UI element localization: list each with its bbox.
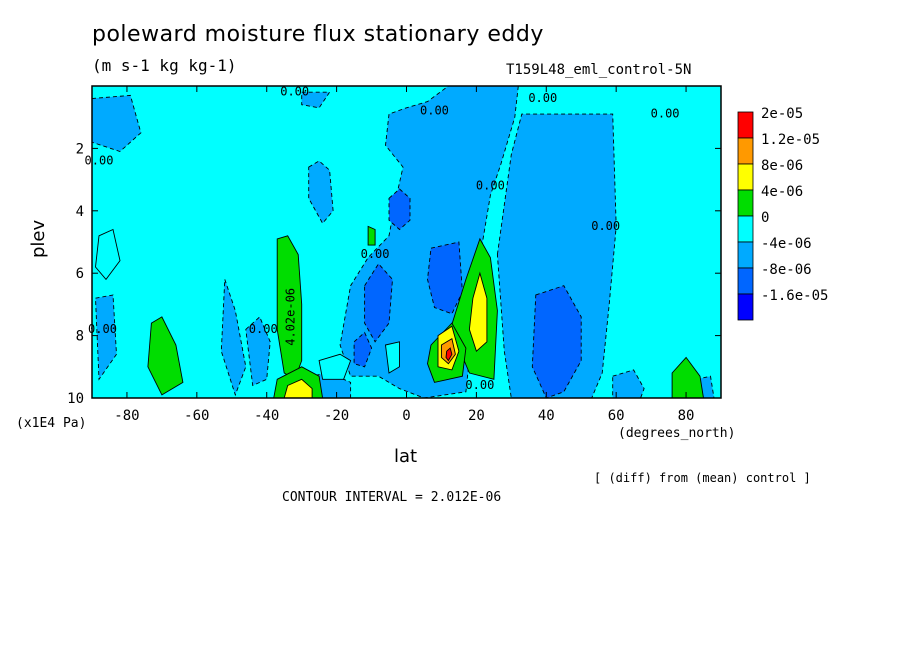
x-tick-label: 20 [468, 408, 485, 424]
contour-region [283, 378, 313, 399]
colorbar-label: 2e-05 [761, 106, 803, 122]
x-tick-label: -80 [114, 408, 139, 424]
contour-region [367, 225, 376, 246]
contour-region [220, 279, 247, 397]
y-tick-label: 2 [76, 141, 84, 157]
diff-note: [ (diff) from (mean) control ] [594, 471, 811, 485]
x-tick-label: -60 [184, 408, 209, 424]
x-axis-unit-label: (degrees_north) [618, 426, 736, 441]
contour-region [95, 294, 117, 381]
chart-units: (m s-1 kg kg-1) [92, 56, 237, 75]
contour-region [671, 356, 705, 399]
colorbar-label: -1.6e-05 [761, 288, 828, 304]
contour-label: 0.00 [85, 153, 114, 167]
colorbar-swatch [737, 293, 754, 321]
contour-label: 0.00 [476, 178, 505, 192]
x-tick-label: 0 [402, 408, 410, 424]
contour-label: 0.00 [528, 91, 557, 105]
contour-label: 4.02e-06 [284, 288, 298, 346]
colorbar-swatch [737, 267, 754, 295]
chart-title: poleward moisture flux stationary eddy [92, 22, 544, 47]
y-axis-unit-label: (x1E4 Pa) [16, 416, 87, 431]
contour-label: 0.00 [280, 85, 309, 99]
contour-label: 0.00 [361, 247, 390, 261]
colorbar-swatch [737, 189, 754, 217]
colorbar-label: -8e-06 [761, 262, 812, 278]
contour-region [353, 331, 373, 368]
colorbar-label: 0 [761, 210, 769, 226]
contour-region [301, 91, 331, 109]
contour-region [427, 241, 463, 315]
colorbar-swatch [737, 241, 754, 269]
contour-region [496, 113, 617, 399]
run-label: T159L48_eml_control-5N [506, 62, 692, 78]
contour-region [95, 228, 121, 281]
contour-region [245, 316, 271, 387]
contour-region [531, 285, 582, 399]
y-tick-label: 10 [67, 391, 84, 407]
contour-label: 0.00 [249, 322, 278, 336]
y-tick-label: 6 [76, 266, 84, 282]
colorbar-swatch [737, 215, 754, 243]
x-tick-label: 80 [678, 408, 695, 424]
contour-region [147, 316, 184, 396]
colorbar-swatch [737, 137, 754, 165]
colorbar-swatch [737, 111, 754, 139]
contour-label: 0.00 [420, 103, 449, 117]
colorbar-label: 8e-06 [761, 158, 803, 174]
contour-interval-text: CONTOUR INTERVAL = 2.012E-06 [282, 490, 502, 505]
contour-label: 0.00 [591, 219, 620, 233]
colorbar-swatch [737, 163, 754, 191]
contour-region [385, 341, 400, 374]
colorbar-label: 1.2e-05 [761, 132, 820, 148]
colorbar-label: 4e-06 [761, 184, 803, 200]
colorbar-label: -4e-06 [761, 236, 812, 252]
contour-region [468, 271, 488, 352]
contour-region [364, 263, 393, 343]
x-tick-label: -20 [324, 408, 349, 424]
x-tick-label: 60 [608, 408, 625, 424]
x-tick-label: 40 [538, 408, 555, 424]
contour-region [445, 347, 453, 362]
contour-region [308, 160, 334, 225]
y-tick-label: 4 [76, 204, 84, 220]
contour-label: 0.00 [465, 378, 494, 392]
x-tick-label: -40 [254, 408, 279, 424]
contour-label: 0.00 [651, 107, 680, 121]
contour-label: 0.00 [88, 322, 117, 336]
y-tick-label: 8 [76, 329, 84, 345]
contour-region [318, 353, 352, 380]
contour-region [612, 369, 645, 399]
x-axis-label: lat [394, 446, 418, 467]
contour-region [276, 235, 303, 380]
contour-region [388, 188, 411, 231]
